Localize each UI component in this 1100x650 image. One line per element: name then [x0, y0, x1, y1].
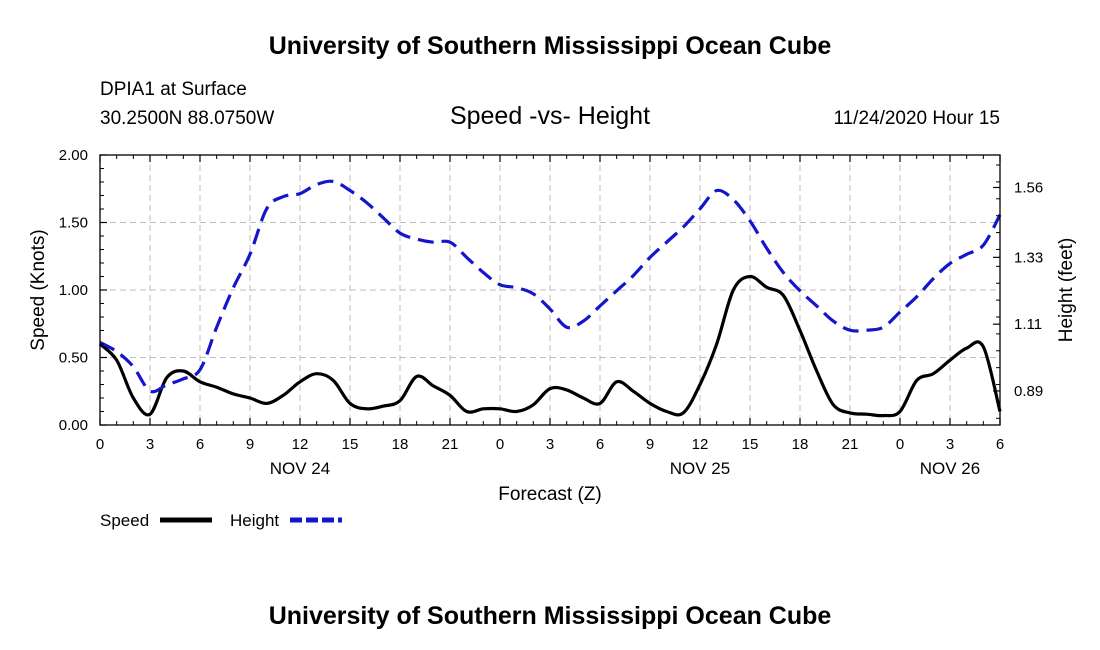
y2-axis-title: Height (feet) — [1056, 238, 1077, 343]
footer-title: University of Southern Mississippi Ocean… — [269, 602, 832, 630]
legend-label-speed: Speed — [100, 511, 149, 530]
x-tick-label: 12 — [692, 436, 709, 453]
tick-labels: 0 3 6 9 12 15 18 21 0 3 6 9 12 15 18 21 0 3 6 NOV 24 NOV 25 N… — [59, 147, 1043, 478]
series-lines — [98, 179, 1002, 418]
day-label: NOV 26 — [920, 459, 980, 478]
forecast-datetime: 11/24/2020 Hour 15 — [833, 108, 1000, 129]
y2-tick-label: 1.11 — [1014, 316, 1042, 333]
station-label: DPIA1 at Surface — [100, 79, 247, 100]
chart-title: Speed -vs- Height — [450, 102, 650, 130]
x-tick-label: 3 — [546, 436, 554, 453]
x-tick-label: 6 — [996, 436, 1004, 453]
x-tick-label: 3 — [946, 436, 954, 453]
speed-series-line — [98, 274, 1002, 418]
day-label: NOV 24 — [270, 459, 330, 478]
y-tick-label: 1.00 — [59, 282, 88, 299]
y-tick-label: 0.50 — [59, 350, 88, 367]
axis-ticks — [99, 154, 1001, 426]
day-label: NOV 25 — [670, 459, 730, 478]
x-tick-label: 21 — [442, 436, 459, 453]
y-tick-label: 2.00 — [59, 147, 88, 164]
x-tick-label: 21 — [842, 436, 859, 453]
legend: Speed Height — [100, 511, 342, 530]
legend-label-height: Height — [230, 511, 279, 530]
x-tick-label: 9 — [646, 436, 654, 453]
y2-tick-label: 0.89 — [1014, 383, 1043, 400]
x-tick-label: 6 — [596, 436, 604, 453]
x-tick-label: 3 — [146, 436, 154, 453]
x-tick-label: 0 — [896, 436, 904, 453]
x-tick-label: 6 — [196, 436, 204, 453]
x-tick-label: 15 — [742, 436, 759, 453]
page-title: University of Southern Mississippi Ocean… — [269, 32, 832, 60]
x-tick-label: 18 — [792, 436, 809, 453]
y-tick-label: 0.00 — [59, 417, 88, 434]
x-tick-label: 15 — [342, 436, 359, 453]
grid-lines — [100, 155, 1000, 425]
y-axis-title: Speed (Knots) — [28, 229, 49, 350]
y2-tick-label: 1.33 — [1014, 249, 1043, 266]
y2-tick-label: 1.56 — [1014, 179, 1043, 196]
height-series-line — [99, 179, 1002, 394]
y-tick-label: 1.50 — [59, 215, 88, 232]
x-tick-label: 0 — [96, 436, 104, 453]
x-tick-label: 12 — [292, 436, 309, 453]
x-tick-label: 0 — [496, 436, 504, 453]
station-coordinates: 30.2500N 88.0750W — [100, 108, 274, 129]
x-tick-label: 18 — [392, 436, 409, 453]
x-tick-label: 9 — [246, 436, 254, 453]
x-axis-title: Forecast (Z) — [498, 484, 601, 505]
